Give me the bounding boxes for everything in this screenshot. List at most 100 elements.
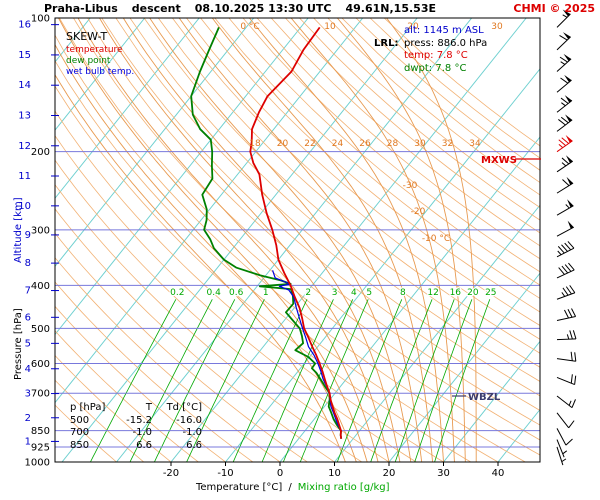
sounding-mode: descent xyxy=(131,2,181,15)
x-axis-title: Temperature [°C] / Mixing ratio [g/kg] xyxy=(196,482,390,493)
svg-text:28: 28 xyxy=(387,139,399,149)
surface-info: alt: 1145 m ASL press: 886.0 hPa temp: 7… xyxy=(404,25,487,75)
svg-text:0 °C: 0 °C xyxy=(240,22,259,32)
table-cell: -1.0 xyxy=(182,427,202,438)
svg-text:8: 8 xyxy=(400,288,406,298)
isotherm-lines xyxy=(55,18,540,462)
svg-text:18: 18 xyxy=(249,139,261,149)
svg-text:6: 6 xyxy=(25,312,31,323)
diagram-type-label: SKEW-T xyxy=(66,30,108,43)
svg-text:-20: -20 xyxy=(411,207,426,217)
svg-text:25: 25 xyxy=(485,288,496,298)
legend: SKEW-T temperature dew point wet bulb te… xyxy=(66,30,134,78)
table-cell: 500 xyxy=(70,414,90,426)
wbzl-label: WBZL xyxy=(468,392,501,403)
svg-text:0: 0 xyxy=(277,468,283,479)
svg-text:15: 15 xyxy=(18,50,31,61)
table-cell: -1.0 xyxy=(132,427,152,438)
pressure-axis-title: Pressure [hPa] xyxy=(13,308,24,380)
table-cell: 700 xyxy=(70,427,90,438)
svg-text:16: 16 xyxy=(18,20,31,31)
sounding-curves xyxy=(190,26,343,439)
svg-text:3: 3 xyxy=(25,389,31,400)
svg-text:12: 12 xyxy=(18,141,31,152)
svg-text:200: 200 xyxy=(31,147,50,158)
legend-temperature: temperature xyxy=(66,45,123,55)
altitude-tick-labels: 16 15 14 13 12 11 10 9 8 7 6 5 4 3 2 1 xyxy=(18,20,59,447)
wind-barbs xyxy=(556,9,577,466)
svg-text:5: 5 xyxy=(25,338,31,349)
table-cell: 6.6 xyxy=(186,439,202,451)
svg-text:300: 300 xyxy=(31,225,50,236)
info-press: press: 886.0 hPa xyxy=(404,37,488,49)
svg-text:10: 10 xyxy=(18,201,31,212)
info-dwpt: dwpt: 7.8 °C xyxy=(404,62,467,74)
svg-text:5: 5 xyxy=(366,288,372,298)
svg-text:14: 14 xyxy=(18,80,31,91)
adiabat-labels: 0 °C 10 20 30 18 20 22 24 26 28 30 32 34 -30 -20 -10 °C xyxy=(240,22,503,244)
info-temp: temp: 7.8 °C xyxy=(404,50,468,61)
svg-text:34: 34 xyxy=(469,139,481,149)
svg-text:4: 4 xyxy=(25,364,31,375)
table-cell: -16.0 xyxy=(176,414,202,426)
temperature-curve xyxy=(249,26,343,439)
svg-text:0.6: 0.6 xyxy=(229,288,244,298)
svg-text:24: 24 xyxy=(332,139,344,149)
svg-text:20: 20 xyxy=(383,468,396,479)
svg-text:7: 7 xyxy=(25,286,31,297)
svg-text:2: 2 xyxy=(25,413,31,424)
svg-text:600: 600 xyxy=(31,359,50,370)
svg-text:2: 2 xyxy=(305,288,311,298)
svg-text:1: 1 xyxy=(263,288,269,298)
title-bar: Praha-Libus descent 08.10.2025 13:30 UTC 49… xyxy=(44,2,436,15)
svg-text:9: 9 xyxy=(25,230,31,241)
svg-text:30: 30 xyxy=(414,139,426,149)
plot-frame xyxy=(54,17,541,463)
table-header-td: Td [°C] xyxy=(166,402,202,413)
svg-text:40: 40 xyxy=(492,468,505,479)
svg-text:10: 10 xyxy=(324,22,336,32)
dry-adiabat-lines xyxy=(55,18,540,462)
svg-text:925: 925 xyxy=(31,442,50,453)
svg-text:1: 1 xyxy=(25,436,31,447)
svg-text:-10 °C: -10 °C xyxy=(422,234,450,244)
mixing-ratio-lines xyxy=(90,299,491,462)
svg-text:32: 32 xyxy=(442,139,453,149)
temp-tick-labels: -20 -10 0 10 20 30 40 xyxy=(163,462,505,479)
svg-text:850: 850 xyxy=(31,426,50,437)
table-header-t: T xyxy=(145,402,152,413)
wetbulb-curve xyxy=(272,270,342,439)
svg-text:20: 20 xyxy=(277,139,289,149)
svg-text:400: 400 xyxy=(31,281,50,292)
altitude-axis-title: Altitude [km] xyxy=(13,197,24,263)
svg-text:10: 10 xyxy=(328,468,341,479)
svg-text:100: 100 xyxy=(31,14,50,25)
plot-background xyxy=(55,18,540,462)
table-cell: 6.6 xyxy=(136,439,152,451)
svg-text:26: 26 xyxy=(359,139,371,149)
level-markers: MXWS WBZL xyxy=(452,155,541,403)
svg-text:0.4: 0.4 xyxy=(207,288,222,298)
svg-text:4: 4 xyxy=(351,288,357,298)
svg-text:11: 11 xyxy=(18,171,31,182)
table-cell: -15.2 xyxy=(126,414,152,426)
svg-text:13: 13 xyxy=(18,110,31,121)
svg-text:0.2: 0.2 xyxy=(170,288,184,298)
station-name: Praha-Libus xyxy=(44,2,118,15)
x-axis-mixing-label: Mixing ratio [g/kg] xyxy=(297,482,390,493)
levels-table: p [hPa] T Td [°C] 500 -15.2 -16.0 700 -1… xyxy=(70,402,202,452)
svg-text:-10: -10 xyxy=(217,468,233,479)
legend-dew-point: dew point xyxy=(66,56,111,66)
svg-text:30: 30 xyxy=(437,468,450,479)
svg-text:20: 20 xyxy=(407,22,419,32)
info-alt: alt: 1145 m ASL xyxy=(404,25,484,36)
x-axis-separator: / xyxy=(288,482,292,493)
mixing-ratio-labels: 0.2 0.4 0.6 1 2 3 4 5 8 12 16 20 25 xyxy=(169,287,498,300)
svg-text:1000: 1000 xyxy=(25,458,50,469)
svg-text:8: 8 xyxy=(25,258,31,269)
legend-wet-bulb: wet bulb temp. xyxy=(66,67,135,77)
lrl-label: LRL: xyxy=(374,38,399,49)
